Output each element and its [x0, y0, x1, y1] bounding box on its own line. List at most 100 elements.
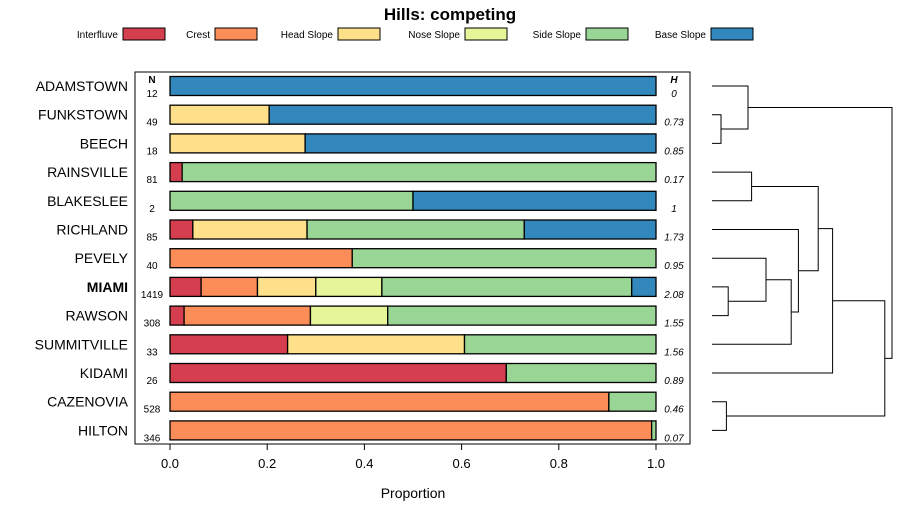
bar-segment-side-slope	[169, 190, 414, 211]
h-column-header: H	[670, 75, 678, 86]
bar-segment-side-slope	[387, 305, 657, 326]
legend-label-nose-slope: Nose Slope	[408, 30, 460, 41]
bar-segment-nose-slope	[309, 305, 389, 326]
x-tick-label: 0.8	[550, 456, 568, 471]
bar-segment-side-slope	[181, 161, 657, 183]
h-value: 0.46	[664, 405, 684, 416]
dendrogram-link	[712, 286, 729, 317]
bar-segment-crest	[169, 248, 353, 269]
h-value: 0.95	[664, 261, 684, 272]
category-label: SUMMITVILLE	[35, 336, 128, 352]
bar-segment-side-slope	[463, 334, 657, 355]
legend-label-head-slope: Head Slope	[281, 30, 334, 41]
dendrogram-link	[726, 300, 886, 417]
bar-segment-side-slope	[608, 391, 657, 412]
bar-segment-base-slope	[631, 276, 657, 298]
bar-segment-base-slope	[523, 219, 657, 240]
plot-frame	[134, 71, 691, 445]
dendrogram-link	[712, 401, 727, 431]
dendrogram-link	[712, 114, 722, 144]
dendrogram-link	[712, 257, 767, 302]
n-value: 40	[146, 261, 158, 272]
n-value: 346	[144, 433, 161, 444]
category-label: HILTON	[78, 422, 128, 438]
h-value: 0.89	[664, 376, 684, 387]
bar-segment-head-slope	[256, 276, 317, 298]
legend-label-crest: Crest	[186, 30, 210, 41]
n-value: 33	[146, 347, 158, 358]
x-tick-label: 0.6	[453, 456, 471, 471]
legend-swatch-base-slope	[710, 27, 754, 41]
bar-segment-side-slope	[381, 276, 633, 298]
bar-segment-crest	[200, 276, 259, 298]
legend-swatch-interfluve	[122, 27, 166, 41]
category-label: ADAMSTOWN	[36, 78, 128, 94]
category-label: KIDAMI	[80, 365, 128, 381]
dendrogram-root-link	[748, 107, 893, 359]
n-column-header: N	[148, 75, 155, 86]
dendrogram-link	[712, 279, 792, 345]
legend-label-interfluve: Interfluve	[77, 30, 119, 41]
category-label: BLAKESLEE	[47, 193, 128, 209]
h-value: 0	[671, 89, 677, 100]
bar-segment-interfluve	[169, 219, 194, 240]
bar-segment-side-slope	[306, 219, 525, 240]
bar-segment-interfluve	[169, 161, 183, 183]
bar-segment-head-slope	[192, 219, 308, 240]
legend-label-side-slope: Side Slope	[533, 30, 582, 41]
n-value: 308	[144, 319, 161, 330]
bar-segment-side-slope	[351, 248, 657, 269]
bar-segment-interfluve	[169, 334, 289, 355]
x-tick-label: 1.0	[647, 456, 665, 471]
n-value: 1419	[141, 290, 164, 301]
bar-segment-base-slope	[268, 104, 657, 125]
dendrogram	[712, 85, 893, 431]
bar-segment-head-slope	[286, 334, 466, 355]
bar-segment-base-slope	[412, 190, 657, 211]
category-label: MIAMI	[87, 279, 128, 295]
h-value: 1.73	[664, 233, 684, 244]
dendrogram-link	[712, 171, 753, 202]
h-value: 1	[671, 204, 677, 215]
bar-segment-base-slope	[304, 133, 657, 154]
h-value: 0.85	[664, 146, 684, 157]
h-value: 0.73	[664, 118, 684, 129]
bar-segment-head-slope	[169, 104, 270, 125]
dendrogram-link	[712, 229, 799, 313]
dendrogram-link	[712, 85, 749, 130]
bar-segment-nose-slope	[315, 276, 383, 298]
bar-segments	[169, 75, 657, 441]
bar-segment-side-slope	[650, 420, 657, 441]
legend-label-base-slope: Base Slope	[655, 30, 707, 41]
x-axis-label: Proportion	[381, 485, 446, 501]
legend-swatch-crest	[214, 27, 258, 41]
h-value: 1.55	[664, 319, 684, 330]
category-label: RAINSVILLE	[47, 164, 128, 180]
bar-segment-head-slope	[169, 133, 306, 154]
h-value: 1.56	[664, 347, 684, 358]
legend-swatch-side-slope	[585, 27, 629, 41]
n-value: 49	[146, 118, 158, 129]
bar-segment-interfluve	[169, 305, 185, 326]
n-value: 12	[146, 89, 158, 100]
category-label: RICHLAND	[56, 222, 128, 238]
category-label: BEECH	[80, 135, 128, 151]
chart-title: Hills: competing	[384, 5, 516, 24]
x-axis: 0.0 0.2 0.4 0.6 0.8 1.0	[161, 444, 665, 471]
category-label: PEVELY	[75, 250, 129, 266]
legend-swatch-nose-slope	[464, 27, 508, 41]
bar-segment-crest	[183, 305, 312, 326]
legend-swatch-head-slope	[337, 27, 381, 41]
n-value: 85	[146, 233, 158, 244]
bar-segment-crest	[169, 420, 653, 441]
h-value: 0.07	[664, 433, 684, 444]
x-tick-label: 0.0	[161, 456, 179, 471]
bar-segment-interfluve	[169, 362, 507, 384]
x-tick-label: 0.4	[355, 456, 373, 471]
n-value: 528	[144, 405, 161, 416]
h-value: 2.08	[663, 290, 684, 301]
category-label: RAWSON	[66, 308, 128, 324]
bar-segment-base-slope	[169, 75, 657, 97]
